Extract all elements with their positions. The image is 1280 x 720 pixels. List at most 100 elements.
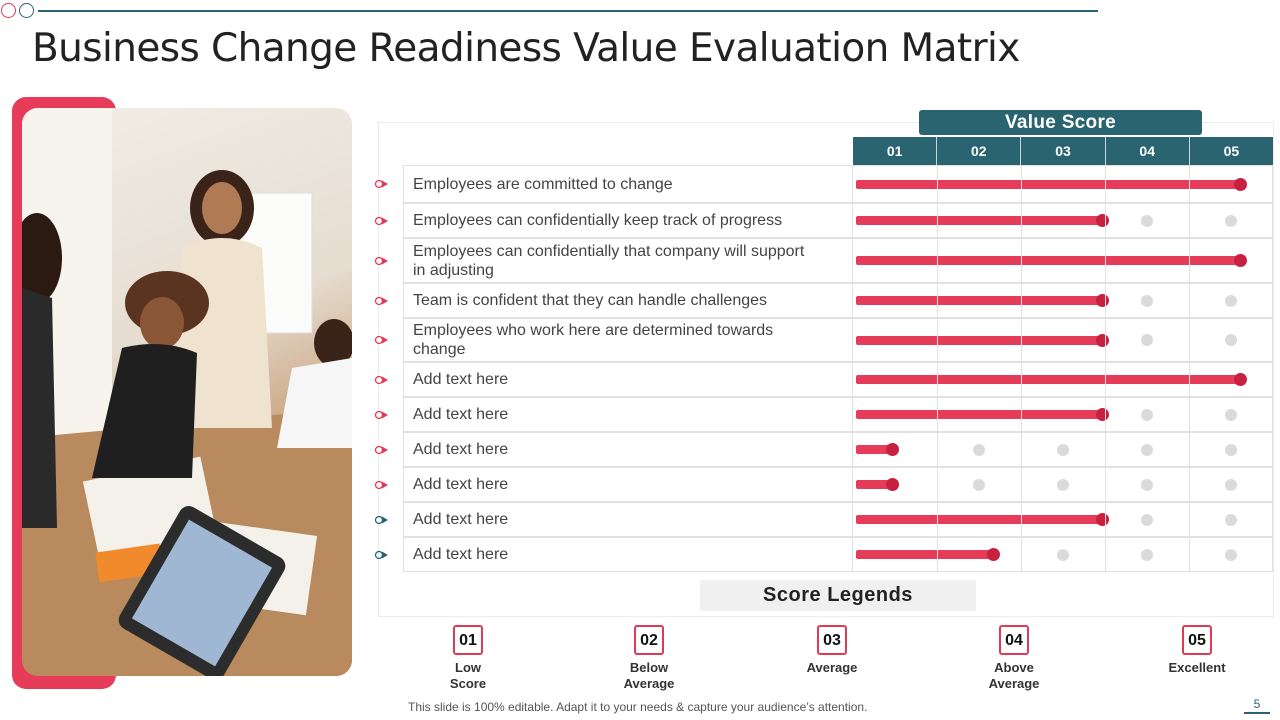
score-cells bbox=[853, 203, 1273, 238]
score-bar bbox=[856, 375, 1240, 384]
matrix-row: Add text here bbox=[0, 467, 1280, 502]
score-column-header: 01 02 03 04 05 bbox=[853, 137, 1273, 165]
score-bar-end bbox=[1234, 254, 1247, 267]
matrix-row: Add text here bbox=[0, 502, 1280, 537]
score-cells bbox=[853, 165, 1273, 203]
score-bar-end bbox=[1096, 513, 1109, 526]
legend-badge: 03 bbox=[817, 625, 847, 655]
score-legends-title: Score Legends bbox=[700, 580, 976, 611]
inactive-score-dot bbox=[1225, 294, 1237, 307]
score-bar bbox=[856, 335, 1102, 345]
matrix-row: Add text here bbox=[0, 362, 1280, 397]
score-bar-end bbox=[1096, 294, 1109, 307]
score-bar bbox=[856, 515, 1102, 524]
inactive-score-dot bbox=[1225, 334, 1237, 346]
score-bar-end bbox=[886, 443, 899, 456]
team-photo bbox=[22, 108, 352, 676]
score-cells bbox=[853, 283, 1273, 318]
score-bar-end bbox=[1234, 373, 1247, 386]
score-cells bbox=[853, 362, 1273, 397]
row-label: Add text here bbox=[403, 397, 853, 432]
header-rule bbox=[38, 10, 1098, 12]
inactive-score-dot bbox=[1141, 478, 1153, 491]
inactive-score-dot bbox=[1057, 478, 1069, 491]
matrix-row: Add text here bbox=[0, 537, 1280, 572]
legend-item: 05 Excellent bbox=[1137, 625, 1257, 676]
row-bullet-icon bbox=[374, 445, 388, 454]
score-col-03: 03 bbox=[1020, 137, 1104, 165]
row-bullet-icon bbox=[374, 375, 388, 384]
row-bullet-icon bbox=[374, 179, 388, 189]
matrix-row: Employees who work here are determined t… bbox=[0, 318, 1280, 362]
score-bar-end bbox=[986, 548, 1000, 561]
row-label: Add text here bbox=[403, 537, 853, 572]
legend-badge: 05 bbox=[1182, 625, 1212, 655]
row-bullet-icon bbox=[374, 216, 388, 225]
value-score-header: Value Score bbox=[919, 110, 1202, 135]
row-bullet-icon bbox=[374, 335, 388, 345]
inactive-score-dot bbox=[973, 443, 985, 456]
row-bullet-icon bbox=[374, 515, 388, 524]
score-bar-end bbox=[1096, 214, 1109, 227]
legend-item: 04 Above Average bbox=[954, 625, 1074, 692]
score-col-01: 01 bbox=[886, 143, 903, 159]
inactive-score-dot bbox=[1141, 408, 1153, 421]
legend-label: Above Average bbox=[988, 660, 1040, 691]
decor-ring-icon bbox=[1, 3, 16, 18]
inactive-score-dot bbox=[1225, 214, 1237, 227]
score-bar-end bbox=[1096, 333, 1109, 347]
inactive-score-dot bbox=[1141, 334, 1153, 346]
score-cells bbox=[853, 502, 1273, 537]
score-bar bbox=[856, 550, 993, 559]
inactive-score-dot bbox=[973, 478, 985, 491]
decor-ring-icon bbox=[19, 3, 34, 18]
slide-title: Business Change Readiness Value Evaluati… bbox=[32, 26, 1020, 71]
score-col-02: 02 bbox=[936, 137, 1020, 165]
inactive-score-dot bbox=[1057, 548, 1069, 561]
row-label: Team is confident that they can handle c… bbox=[403, 283, 853, 318]
footer-note: This slide is 100% editable. Adapt it to… bbox=[408, 700, 868, 714]
inactive-score-dot bbox=[1225, 408, 1237, 421]
inactive-score-dot bbox=[1225, 478, 1237, 491]
row-bullet-icon bbox=[374, 296, 388, 305]
score-cells bbox=[853, 537, 1273, 572]
row-bullet-icon bbox=[374, 480, 388, 489]
inactive-score-dot bbox=[1225, 548, 1237, 561]
inactive-score-dot bbox=[1141, 548, 1153, 561]
score-bar bbox=[856, 445, 892, 454]
row-bullet-icon bbox=[374, 256, 388, 265]
row-label: Add text here bbox=[403, 502, 853, 537]
score-cells bbox=[853, 432, 1273, 467]
row-label: Employees can confidentially that compan… bbox=[403, 238, 853, 283]
score-bar-end bbox=[886, 478, 899, 491]
score-bar bbox=[856, 410, 1102, 419]
legend-label: Low Score bbox=[449, 660, 487, 691]
row-bullet-icon bbox=[374, 550, 388, 559]
score-bar bbox=[856, 179, 1240, 189]
matrix-row: Employees are committed to change bbox=[0, 165, 1280, 203]
inactive-score-dot bbox=[1225, 443, 1237, 456]
inactive-score-dot bbox=[1141, 214, 1153, 227]
score-cells bbox=[853, 318, 1273, 362]
score-col-05: 05 bbox=[1188, 137, 1273, 165]
legend-item: 01 Low Score bbox=[408, 625, 528, 692]
matrix-panel bbox=[378, 122, 1274, 617]
page-number: 5 bbox=[1244, 697, 1270, 714]
matrix-row: Employees can confidentially keep track … bbox=[0, 203, 1280, 238]
score-bar bbox=[856, 296, 1102, 305]
row-label: Add text here bbox=[403, 432, 853, 467]
legend-item: 03 Average bbox=[772, 625, 892, 676]
row-label: Add text here bbox=[403, 467, 853, 502]
inactive-score-dot bbox=[1057, 443, 1069, 456]
score-cells bbox=[853, 467, 1273, 502]
matrix-row: Add text here bbox=[0, 397, 1280, 432]
inactive-score-dot bbox=[1141, 294, 1153, 307]
score-col-04: 04 bbox=[1104, 137, 1189, 165]
matrix-row: Add text here bbox=[0, 432, 1280, 467]
legend-badge: 04 bbox=[999, 625, 1029, 655]
inactive-score-dot bbox=[1225, 513, 1237, 526]
row-label: Employees can confidentially keep track … bbox=[403, 203, 853, 238]
row-label: Add text here bbox=[403, 362, 853, 397]
score-cells bbox=[853, 397, 1273, 432]
legend-badge: 01 bbox=[453, 625, 483, 655]
